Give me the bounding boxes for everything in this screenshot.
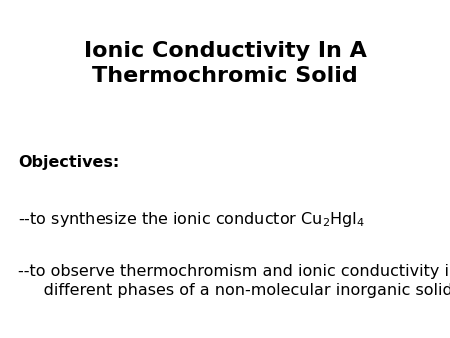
Text: Ionic Conductivity In A
Thermochromic Solid: Ionic Conductivity In A Thermochromic So… [84, 41, 366, 86]
Text: --to observe thermochromism and ionic conductivity in
     different phases of a: --to observe thermochromism and ionic co… [18, 264, 450, 298]
Text: Objectives:: Objectives: [18, 155, 119, 170]
Text: --to synthesize the ionic conductor $\mathregular{Cu_2HgI_4}$: --to synthesize the ionic conductor $\ma… [18, 210, 365, 228]
